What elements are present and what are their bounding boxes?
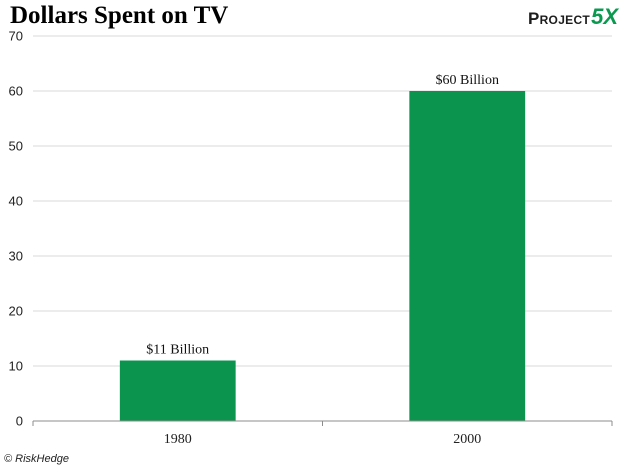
brand-text: Project: [527, 9, 591, 28]
y-tick-label-50: 50: [9, 139, 23, 154]
chart-title: Dollars Spent on TV: [10, 2, 229, 29]
y-tick-label-40: 40: [9, 194, 23, 209]
x-axis-tick-labels: 1980 2000: [164, 432, 482, 447]
bars: [119, 91, 526, 421]
data-label-1980: $11 Billion: [146, 343, 209, 358]
x-tick-label-2000: 2000: [453, 432, 481, 447]
y-tick-label-30: 30: [9, 249, 23, 264]
y-tick-label-0: 0: [16, 414, 23, 429]
bar-1980: [119, 360, 236, 421]
y-axis-tick-labels: 0 10 20 30 40 50 60 70: [9, 29, 23, 429]
data-label-2000: $60 Billion: [436, 73, 499, 88]
y-tick-label-10: 10: [9, 359, 23, 374]
x-tick-label-1980: 1980: [164, 432, 192, 447]
brand-logo: Project 5X: [528, 4, 618, 30]
bar-2000: [409, 91, 526, 421]
y-tick-label-70: 70: [9, 29, 23, 44]
x-axis: [32, 420, 613, 426]
brand-mark: 5X: [591, 4, 618, 29]
copyright-notice: © RiskHedge: [4, 453, 69, 465]
y-tick-label-20: 20: [9, 304, 23, 319]
y-tick-label-60: 60: [9, 84, 23, 99]
data-labels: $11 Billion $60 Billion: [146, 73, 499, 358]
